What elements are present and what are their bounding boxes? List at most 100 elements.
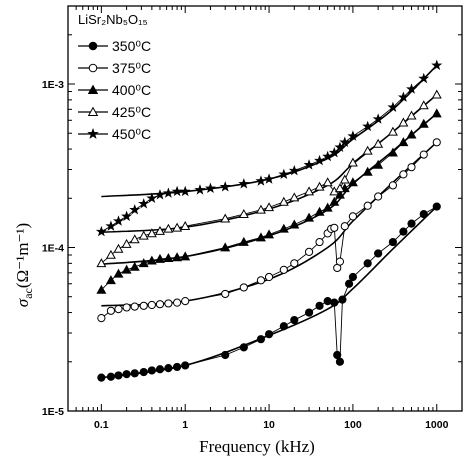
data-point [194,184,206,195]
data-point [263,173,275,184]
data-point [290,259,299,268]
data-point [387,126,398,136]
data-point [122,370,131,379]
data-point [303,159,315,170]
data-point [373,138,384,148]
data-point [238,208,249,218]
data-point [163,253,174,263]
data-point [374,192,383,201]
data-point [315,237,324,247]
data-point [322,150,334,162]
data-point [406,110,417,120]
data-point [129,234,140,244]
data-point [147,300,156,310]
data-point [239,343,248,352]
series-4 [95,59,443,237]
data-point [238,178,250,189]
data-point [180,221,191,231]
data-point [314,154,326,166]
data-point [344,279,354,288]
data-point [154,253,165,263]
data-point [146,192,158,203]
data-point [399,227,408,236]
data-point [340,222,349,231]
data-point [374,249,383,258]
data-point [334,183,345,193]
data-point [398,137,409,147]
data-point [172,362,182,372]
data-point [348,272,358,282]
data-point [347,157,358,167]
data-point [130,302,139,311]
legend-marker [87,84,99,94]
data-point [278,196,289,206]
data-point [121,238,132,248]
data-point [387,101,399,112]
data-point [139,301,148,310]
legend-marker [88,63,98,73]
data-point [288,164,300,176]
data-point [330,298,339,307]
data-point [113,268,124,278]
data-point [181,361,190,370]
data-point [333,350,342,360]
data-point [155,300,165,309]
y-tick-label: 1E-5 [42,406,64,418]
data-point [323,297,332,306]
data-point [278,168,290,180]
data-point [105,249,116,259]
data-point [181,297,190,306]
data-point [322,202,333,212]
legend: LiSr₂Nb₅O₁₅ 350⁰C 375⁰C 400⁰C 425⁰C 450⁰C [78,12,151,142]
data-point [106,372,116,381]
data-point [220,213,231,223]
data-point [164,363,173,373]
data-point [348,212,358,221]
data-point [338,295,347,304]
data-point [418,100,429,110]
x-tick-label: 0.1 [94,419,109,431]
data-point [432,202,441,211]
data-point [407,219,416,228]
data-point [163,223,174,233]
data-point [304,308,314,317]
data-point [418,72,430,84]
y-tick-label: 1E-3 [42,79,64,91]
data-point [221,350,230,360]
data-point [362,120,374,132]
data-point [256,335,266,344]
legend-label: 375⁰C [112,60,151,76]
data-point [304,212,315,222]
data-point [363,259,372,268]
x-tick-label: 100 [344,419,362,431]
data-point [95,225,107,237]
y-tick-label: 1E-4 [42,243,64,255]
data-point [363,201,372,210]
data-point [373,159,384,169]
data-point [238,236,249,246]
data-point [278,223,289,233]
y-axis-label: σac(Ω⁻¹m⁻¹) [13,223,35,307]
data-point [180,251,191,261]
data-point [334,141,346,152]
series-0 [97,202,441,382]
data-point [397,91,409,102]
data-point [362,145,373,155]
data-point [105,220,117,231]
data-point [97,373,106,382]
legend-label: 450⁰C [112,126,151,142]
data-point [114,305,123,314]
data-point [289,192,300,202]
data-point [138,198,150,209]
data-point [154,225,165,235]
data-point [146,255,157,265]
data-point [121,264,132,274]
data-point [290,315,299,325]
data-point [347,177,358,187]
legend-label: 400⁰C [112,82,151,98]
data-point [172,298,182,307]
data-point [304,186,315,196]
data-point [130,369,139,378]
data-point [432,138,441,147]
data-point [362,166,373,176]
